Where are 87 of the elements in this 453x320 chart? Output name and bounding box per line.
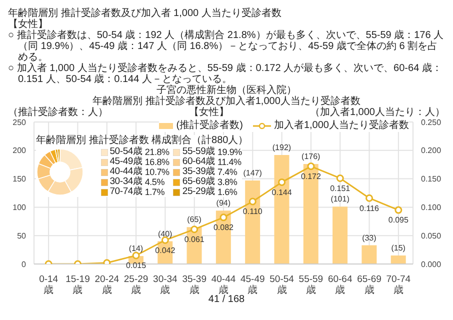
data-label: 3.8% (217, 177, 238, 187)
chart-title: 子宮の悪性新生物（医科入院） (156, 85, 296, 96)
y2-tick-label: 0.050 (421, 231, 442, 240)
data-label: (147) (243, 168, 262, 178)
bar (245, 180, 260, 264)
text: ○ 推計受診者数は、50-54 歳：192 人（構成割合 21.8%）が最も多く、次いで、55-59 歳：176 人（同 19.9%）、45-49 歳：147 人（同 16.8%）－となっており、45-59 歳で全体の約 6 割を占める。 (8, 30, 445, 63)
point (248, 198, 256, 206)
data-label: 21.8% (144, 147, 170, 157)
data-label: 0.172 (300, 172, 322, 181)
legend-label: 25-29歳 (182, 186, 216, 197)
data-label: 0.095 (388, 216, 409, 225)
data-label: 4.5% (144, 177, 165, 187)
data-label: (40) (158, 229, 173, 238)
legend-label: 65-69歳 (182, 176, 216, 187)
data-label: 10.7% (144, 167, 170, 177)
bar (303, 164, 318, 264)
legend-label: 35-39歳 (182, 166, 216, 177)
x-tick-label: 40-44歳 (211, 274, 236, 296)
point (366, 194, 374, 202)
data-label: (65) (187, 215, 202, 224)
y2-tick-label: 0.000 (421, 260, 442, 269)
chart-title: 年齢階層別 推計受診者数 構成割合（計880人） (36, 135, 248, 147)
text: 年齢階層別 推計受診者数及び加入者 1,000 人当たり受診者数 (8, 8, 282, 19)
point (394, 206, 402, 214)
y2-tick-label: 0.200 (421, 146, 442, 156)
x-tick-label: 50-54歳 (270, 274, 294, 296)
data-label: 1.6% (217, 187, 238, 197)
data-label: (14) (128, 244, 144, 254)
point (220, 214, 228, 222)
legend-label: 加入者1,000人当たり受診者数 (272, 120, 409, 132)
y2-tick-label: 0.100 (421, 203, 442, 212)
legend-label: 30-34歳 (110, 176, 143, 187)
data-label: (192) (272, 142, 292, 152)
data-label: (15) (391, 243, 406, 252)
x-tick-label: 35-39歳 (182, 274, 206, 296)
text: 【女性】 (8, 19, 48, 30)
x-tick-label: 45-49歳 (240, 274, 265, 296)
y-tick-label: 50 (17, 231, 27, 240)
x-tick-label: 55-59歳 (298, 274, 324, 296)
x-tick-label: 0-14歳 (39, 274, 58, 296)
bar (390, 255, 406, 264)
chart-subtitle: 年齢階層別 推計受診者数及び加入者1,000人当たり受診者数 (92, 96, 362, 107)
bar (362, 245, 377, 264)
text: 【女性】 (188, 107, 229, 118)
legend-label: 40-44歳 (110, 166, 143, 177)
y2-tick-label: 0.150 (421, 174, 442, 184)
x-tick-label: 20-24歳 (94, 274, 120, 296)
y-tick-label: 100 (12, 203, 27, 212)
x-tick-label: 60-64歳 (328, 274, 352, 296)
text: ○ 加入者 1,000 人当たり受診者数をみると、55-59 歳：0.172 人が最も多く、次いで、60-64 歳：0.151 人、50-54 歳：0.144 人－となっている。 (8, 63, 443, 85)
y-tick-label: 200 (12, 146, 27, 156)
x-tick-label: 15-19歳 (66, 274, 90, 296)
data-label: 0.151 (330, 184, 351, 193)
y2-axis-title: （加入者1,000人当たり：人） (310, 107, 445, 118)
point (307, 162, 315, 170)
data-label: (94) (216, 198, 231, 208)
legend-label: 60-64歳 (182, 156, 216, 167)
point (190, 226, 198, 234)
data-label: 0.116 (360, 204, 380, 213)
y-tick-label: 150 (12, 174, 27, 184)
data-label: 0.015 (126, 261, 147, 270)
legend-label: 45-49歳 (110, 156, 143, 167)
text: 41 / 168 (208, 294, 245, 305)
data-label: 11.4% (217, 157, 242, 167)
data-label: 16.8% (144, 157, 170, 167)
y2-tick-label: 0.250 (421, 118, 442, 127)
y-tick-label: 250 (12, 118, 27, 127)
bar (274, 154, 290, 264)
point (336, 174, 344, 182)
point (278, 178, 286, 186)
y-axis-title: （推計受診者数：人） (8, 107, 108, 118)
data-label: (101) (330, 194, 350, 204)
data-label: 7.4% (217, 167, 238, 177)
data-label: 19.9% (217, 147, 242, 157)
x-tick-label: 65-69歳 (357, 274, 382, 296)
legend-label: (推計受診者数) (175, 120, 243, 132)
legend-label: 55-59歳 (182, 146, 216, 157)
y-tick-label: 0 (22, 260, 27, 269)
data-label: (33) (362, 233, 377, 242)
data-label: 1.7% (144, 187, 165, 197)
bar (332, 206, 348, 264)
legend-label: 70-74歳 (110, 186, 143, 197)
data-label: (176) (302, 152, 321, 162)
x-tick-label: 25-29歳 (124, 274, 148, 296)
x-tick-label: 30-34歳 (153, 274, 178, 296)
x-tick-label: 70-74歳 (386, 274, 411, 296)
legend-label: 50-54歳 (110, 146, 143, 157)
